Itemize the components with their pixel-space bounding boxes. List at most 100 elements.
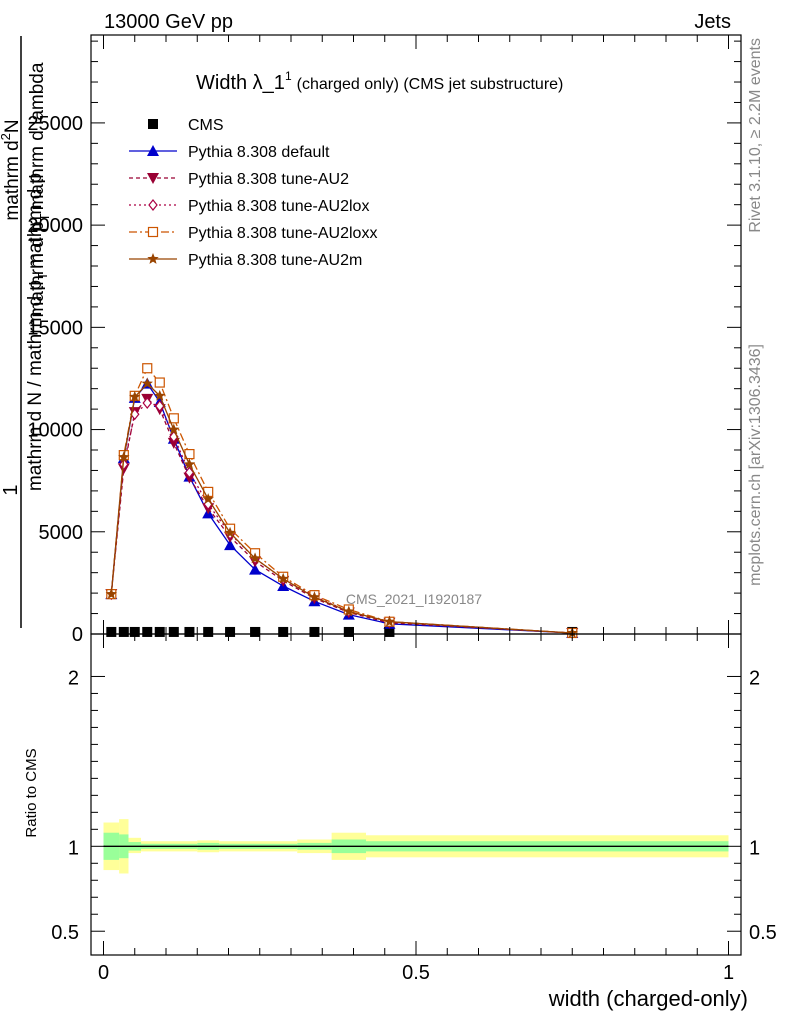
y-label-mid-rest: mathrm d lambda <box>27 62 48 210</box>
point-cms-5 <box>168 626 179 637</box>
point-au2lox-1 <box>119 458 129 471</box>
legend-marker-au2lox <box>148 199 158 211</box>
point-cms-8 <box>225 626 236 637</box>
plot-title: Width λ_11 (charged only) (CMS jet substr… <box>196 69 563 94</box>
y-label-numer: 1 <box>0 484 22 495</box>
point-au2m-2 <box>129 390 141 402</box>
point-cms-7 <box>203 626 214 637</box>
point-au2m-13 <box>383 615 396 627</box>
legend-label-au2lox: Pythia 8.308 tune-AU2lox <box>188 198 369 215</box>
header-right: Jets <box>694 11 731 33</box>
ratio-y-tick-label-right: 1 <box>749 837 760 859</box>
point-au2m-1 <box>118 451 130 463</box>
y-label-mid: mathrm d pTmathrm d lambda <box>27 62 52 317</box>
legend-label-au2: Pythia 8.308 tune-AU2 <box>188 171 349 188</box>
mcplots-label: mcplots.cern.ch [arXiv:1306.3436] <box>747 344 764 586</box>
point-cms-6 <box>184 626 195 637</box>
legend-entry-au2m: Pythia 8.308 tune-AU2m <box>129 252 362 269</box>
legend-marker-cms <box>148 119 158 129</box>
legend-entry-au2lox: Pythia 8.308 tune-AU2lox <box>129 198 369 215</box>
main-plot-area <box>91 35 741 634</box>
point-au2m-12 <box>343 605 355 617</box>
point-au2lox-3 <box>142 397 153 409</box>
point-au2lox-6 <box>184 466 195 479</box>
y-label-top: mathrm d2N <box>0 119 23 220</box>
rivet-label: Rivet 3.1.10, ≥ 2.2M events <box>747 38 764 233</box>
ratio-y-tick-label-right: 0.5 <box>749 922 777 944</box>
legend-label-default: Pythia 8.308 default <box>188 144 330 161</box>
point-cms-11 <box>309 626 320 637</box>
main-plot-background <box>91 35 741 634</box>
point-cms-12 <box>343 626 354 637</box>
y-tick-label: 20000 <box>27 215 83 237</box>
x-tick-label: 1 <box>723 962 734 984</box>
y-label-denom-a: mathrm d N / mathrm d p <box>25 280 46 491</box>
ratio-y-tick-label-left: 1 <box>68 837 79 859</box>
legend-marker-au2loxx <box>147 226 159 238</box>
point-cms-0 <box>106 626 117 637</box>
point-au2-5 <box>167 437 180 449</box>
series-au2m <box>105 377 578 638</box>
y-label-top-rest: N <box>2 119 23 133</box>
point-cms-1 <box>118 626 129 637</box>
point-au2m-7 <box>202 493 214 504</box>
ratio-y-label: Ratio to CMS <box>23 748 40 837</box>
ratio-y-tick-label-left: 0.5 <box>51 922 79 944</box>
ratio-y-tick-label-right: 2 <box>749 667 760 689</box>
y-label-top-sup: 2 <box>0 133 13 140</box>
watermark: CMS_2021_I1920187 <box>346 591 482 607</box>
point-cms-13 <box>384 626 395 637</box>
legend-entry-cms: CMS <box>148 117 224 134</box>
ratio-plot-frame <box>90 633 742 956</box>
main-plot-series <box>105 363 579 639</box>
point-au2loxx-4 <box>154 377 165 388</box>
ratio-y-tick-label-left: 2 <box>68 667 79 689</box>
point-au2loxx-3 <box>142 363 153 374</box>
point-default-8 <box>224 539 237 551</box>
y-label-top-a: mathrm d <box>2 140 23 220</box>
legend-entry-au2: Pythia 8.308 tune-AU2 <box>129 171 349 188</box>
y-tick-label: 25000 <box>27 113 83 135</box>
legend-marker-au2m <box>147 253 159 264</box>
ratio-plot-axes: 0.5 0.5 1 1 2 2 0 0.5 1 <box>51 633 777 984</box>
plot-title-rest: (charged only) (CMS jet substructure) <box>297 76 564 93</box>
point-au2lox-4 <box>154 400 165 413</box>
y-label-denom: mathrm d N / mathrm d pTmathrm d p <box>25 173 50 491</box>
point-au2m-8 <box>224 526 236 538</box>
point-au2m-0 <box>105 588 118 599</box>
point-au2m-6 <box>183 458 196 470</box>
point-au2m-9 <box>249 552 261 564</box>
point-au2m-4 <box>154 389 166 401</box>
legend: CMS Pythia 8.308 default Pythia 8.308 tune… <box>129 117 377 269</box>
ratio-bands <box>103 819 729 874</box>
point-cms-4 <box>154 626 165 637</box>
y-tick-label: 10000 <box>27 420 83 442</box>
legend-marker-au2 <box>147 173 159 184</box>
point-cms-10 <box>278 626 289 637</box>
point-au2m-3 <box>141 377 153 389</box>
point-au2m-11 <box>308 591 321 603</box>
y-axis-label: 1 mathrm d N / mathrm d pTmathrm d p mat… <box>0 36 52 628</box>
point-cms-9 <box>250 626 261 637</box>
plot-title-main: Width λ_1 <box>196 72 285 94</box>
x-axis-label: width (charged-only) <box>548 986 748 1011</box>
header-left: 13000 GeV pp <box>104 11 233 33</box>
legend-label-au2loxx: Pythia 8.308 tune-AU2loxx <box>188 225 377 242</box>
legend-marker-default <box>147 145 159 156</box>
x-tick-label: 0 <box>98 962 109 984</box>
y-tick-label: 0 <box>72 624 83 646</box>
legend-entry-au2loxx: Pythia 8.308 tune-AU2loxx <box>129 225 377 242</box>
y-tick-label: 15000 <box>27 317 83 339</box>
y-label-denom-rest: mathrm d p <box>25 173 46 269</box>
point-au2m-5 <box>168 423 180 435</box>
legend-label-cms: CMS <box>188 117 224 134</box>
point-default-9 <box>249 563 262 575</box>
point-au2m-10 <box>277 572 289 584</box>
legend-entry-default: Pythia 8.308 default <box>129 144 330 161</box>
legend-label-au2m: Pythia 8.308 tune-AU2m <box>188 252 362 269</box>
y-label-mid-a: mathrm d p <box>27 221 48 317</box>
point-cms-3 <box>142 626 153 637</box>
plot-title-sup: 1 <box>285 69 292 83</box>
y-label-denom-sub: T <box>35 272 50 280</box>
